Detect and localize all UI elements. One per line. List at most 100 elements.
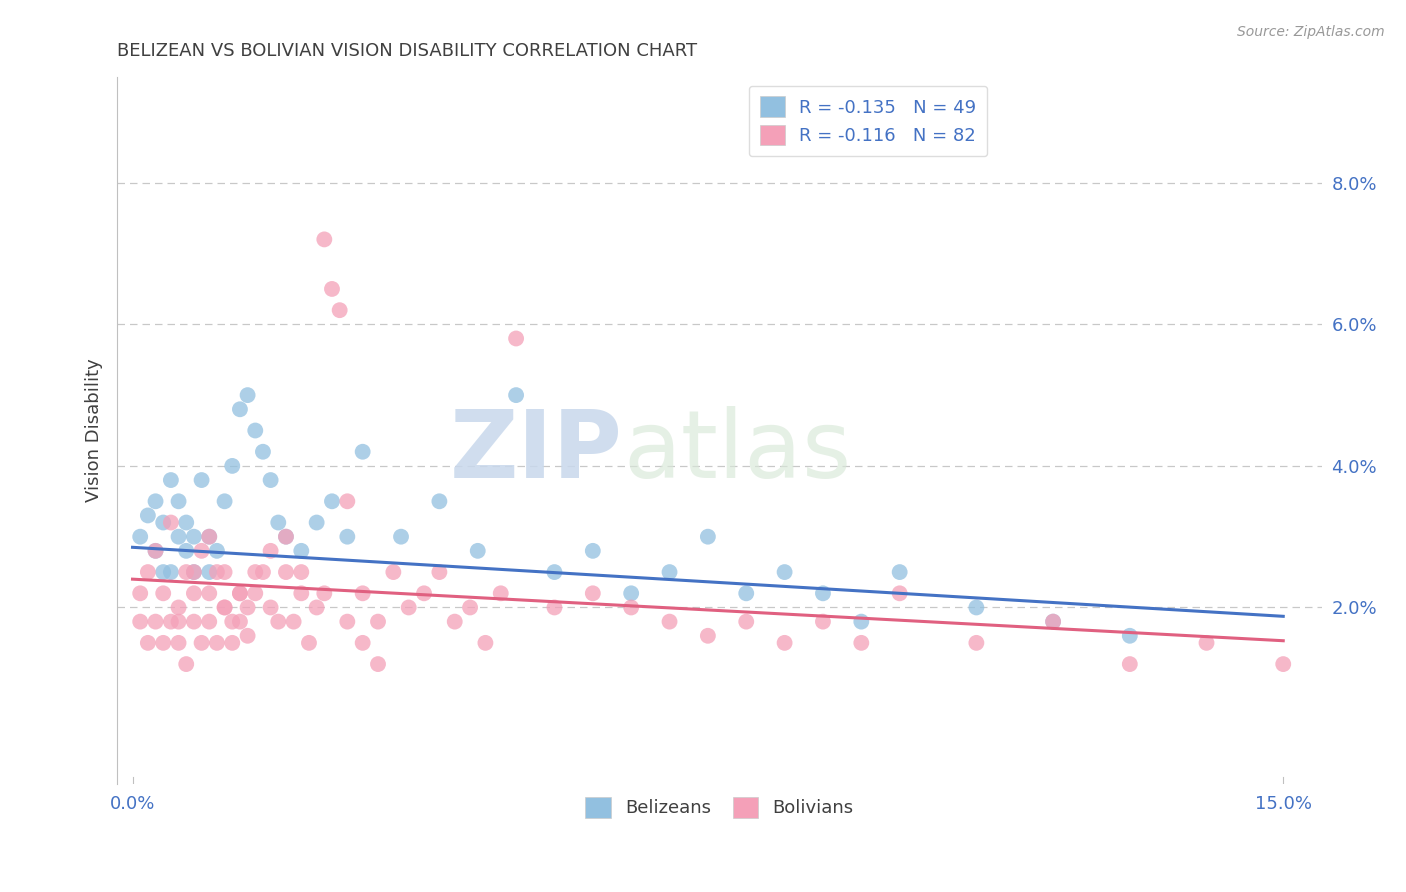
Legend: Belizeans, Bolivians: Belizeans, Bolivians — [578, 789, 860, 825]
Point — [160, 473, 183, 487]
Point — [267, 615, 290, 629]
Text: BELIZEAN VS BOLIVIAN VISION DISABILITY CORRELATION CHART: BELIZEAN VS BOLIVIAN VISION DISABILITY C… — [117, 42, 697, 60]
Point — [214, 600, 236, 615]
Point — [252, 565, 274, 579]
Point — [152, 636, 174, 650]
Point — [543, 565, 565, 579]
Point — [505, 388, 527, 402]
Point — [174, 516, 197, 530]
Point — [145, 615, 167, 629]
Point — [735, 615, 758, 629]
Point — [889, 565, 911, 579]
Point — [145, 544, 167, 558]
Point — [190, 544, 212, 558]
Point — [259, 473, 281, 487]
Point — [236, 388, 259, 402]
Point — [190, 473, 212, 487]
Text: Source: ZipAtlas.com: Source: ZipAtlas.com — [1237, 25, 1385, 39]
Point — [889, 586, 911, 600]
Point — [352, 444, 374, 458]
Point — [229, 586, 252, 600]
Point — [167, 615, 190, 629]
Point — [321, 494, 343, 508]
Point — [367, 615, 389, 629]
Point — [167, 530, 190, 544]
Point — [582, 544, 605, 558]
Point — [773, 636, 796, 650]
Point — [190, 636, 212, 650]
Point — [298, 636, 321, 650]
Point — [267, 516, 290, 530]
Point — [245, 565, 267, 579]
Point — [160, 516, 183, 530]
Point — [1119, 657, 1142, 672]
Point — [429, 494, 451, 508]
Point — [245, 586, 267, 600]
Point — [1042, 615, 1064, 629]
Point — [174, 657, 197, 672]
Point — [167, 600, 190, 615]
Point — [229, 615, 252, 629]
Point — [274, 530, 297, 544]
Point — [467, 544, 489, 558]
Point — [321, 282, 343, 296]
Point — [229, 586, 252, 600]
Point — [290, 565, 312, 579]
Point — [367, 657, 389, 672]
Point — [214, 600, 236, 615]
Point — [965, 600, 987, 615]
Point — [174, 544, 197, 558]
Point — [696, 629, 718, 643]
Point — [283, 615, 305, 629]
Point — [1042, 615, 1064, 629]
Point — [183, 530, 205, 544]
Point — [305, 516, 328, 530]
Point — [198, 530, 221, 544]
Point — [129, 530, 152, 544]
Y-axis label: Vision Disability: Vision Disability — [86, 359, 103, 502]
Point — [205, 636, 228, 650]
Point — [167, 494, 190, 508]
Point — [290, 586, 312, 600]
Point — [214, 565, 236, 579]
Point — [314, 586, 336, 600]
Point — [290, 544, 312, 558]
Point — [336, 615, 359, 629]
Point — [221, 615, 243, 629]
Point — [582, 586, 605, 600]
Point — [489, 586, 512, 600]
Point — [198, 565, 221, 579]
Point — [382, 565, 405, 579]
Point — [259, 600, 281, 615]
Point — [811, 586, 834, 600]
Point — [429, 565, 451, 579]
Point — [389, 530, 412, 544]
Point — [259, 544, 281, 558]
Point — [205, 544, 228, 558]
Point — [174, 565, 197, 579]
Point — [965, 636, 987, 650]
Point — [305, 600, 328, 615]
Point — [160, 615, 183, 629]
Point — [160, 565, 183, 579]
Point — [336, 494, 359, 508]
Point — [167, 636, 190, 650]
Point — [274, 530, 297, 544]
Point — [221, 636, 243, 650]
Point — [352, 586, 374, 600]
Point — [198, 530, 221, 544]
Point — [183, 615, 205, 629]
Point — [811, 615, 834, 629]
Point — [329, 303, 352, 318]
Point — [851, 615, 873, 629]
Point — [205, 565, 228, 579]
Point — [229, 402, 252, 417]
Text: ZIP: ZIP — [450, 406, 623, 498]
Point — [129, 586, 152, 600]
Point — [398, 600, 420, 615]
Point — [136, 565, 159, 579]
Point — [152, 516, 174, 530]
Point — [458, 600, 481, 615]
Point — [236, 600, 259, 615]
Point — [198, 586, 221, 600]
